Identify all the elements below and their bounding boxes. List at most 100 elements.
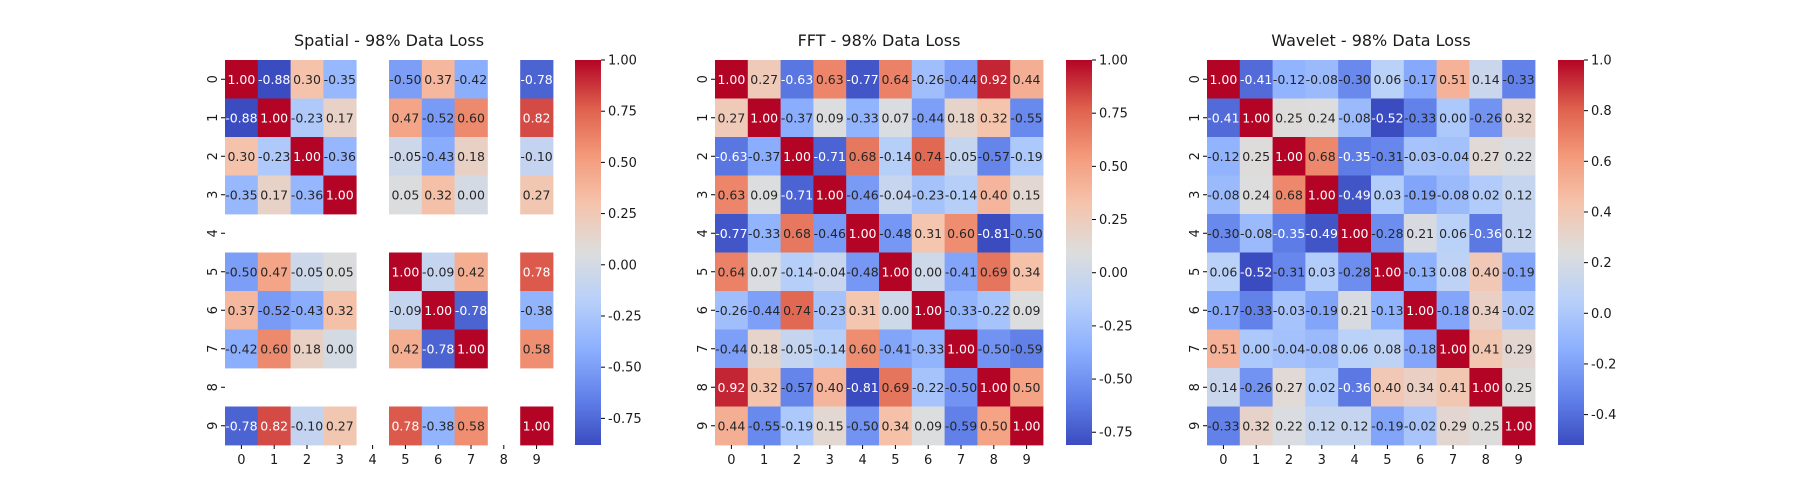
cell-label: -0.04 — [1437, 149, 1469, 164]
x-tick-label: 7 — [957, 453, 965, 468]
x-tick-label: 2 — [303, 453, 311, 468]
heatmap-cell — [1207, 214, 1241, 253]
cell-label: -0.18 — [1437, 303, 1469, 318]
heatmap-cell — [1207, 98, 1241, 138]
heatmap-cell — [257, 329, 291, 369]
cell-label: 1.00 — [1439, 341, 1467, 356]
cell-label: 0.29 — [1505, 341, 1533, 356]
heatmap-cell — [225, 175, 259, 215]
cell-label: 0.31 — [914, 226, 942, 241]
heatmap-cell — [846, 60, 880, 99]
heatmap-cell — [879, 60, 913, 99]
heatmap-cell — [747, 214, 781, 253]
heatmap-cell — [389, 329, 423, 369]
cell-label: 1.00 — [1308, 187, 1336, 202]
heatmap-cell — [846, 252, 880, 292]
heatmap-cell — [1305, 329, 1339, 369]
cell-label: 0.18 — [293, 341, 321, 356]
heatmap-cell — [225, 60, 259, 99]
x-tick-label: 4 — [1350, 453, 1358, 468]
heatmap-cell — [1371, 175, 1405, 215]
colorbar-tick-label: 0.4 — [1591, 205, 1612, 220]
heatmap-cell — [421, 291, 455, 330]
colorbar — [575, 60, 601, 445]
colorbar-tick-label: 1.00 — [1099, 54, 1128, 69]
heatmap-cell — [813, 291, 847, 330]
heatmap-cell — [1469, 214, 1503, 253]
cell-label: -0.44 — [715, 341, 747, 356]
cell-label: -0.14 — [814, 341, 846, 356]
heatmap-cell — [977, 175, 1011, 215]
heatmap-cell — [1371, 291, 1405, 330]
heatmap-cell — [421, 137, 455, 176]
heatmap-cell — [1207, 252, 1241, 292]
cell-label: -0.50 — [225, 264, 257, 279]
cell-label: 0.07 — [881, 110, 909, 125]
y-tick-label: 6 — [1188, 306, 1203, 314]
cell-label: -0.08 — [1207, 187, 1239, 202]
cell-label: 0.24 — [1308, 110, 1336, 125]
cell-label: -0.26 — [1470, 110, 1502, 125]
heatmap-cell — [1403, 252, 1437, 292]
cell-label: -0.05 — [291, 264, 323, 279]
heatmap-cell — [520, 291, 554, 330]
heatmap-cell — [1239, 137, 1273, 176]
cell-label: -0.08 — [1240, 226, 1272, 241]
cell-label: 0.08 — [1439, 264, 1467, 279]
cell-label: -0.78 — [225, 418, 257, 433]
heatmap-cell — [813, 175, 847, 215]
cell-label: 1.00 — [424, 303, 452, 318]
cell-label: -0.50 — [945, 380, 977, 395]
heatmap-cell — [1371, 98, 1405, 138]
heatmap-cell — [813, 60, 847, 99]
cell-label: -0.38 — [520, 303, 552, 318]
cell-label: 0.00 — [1439, 110, 1467, 125]
cell-label: 0.12 — [1308, 418, 1336, 433]
heatmap-cell — [323, 291, 357, 330]
heatmap-cell — [813, 98, 847, 138]
cell-label: -0.35 — [225, 187, 257, 202]
cell-label: 1.00 — [391, 264, 419, 279]
heatmap-cell — [454, 406, 488, 446]
cell-label: 0.82 — [260, 418, 288, 433]
heatmap-cell — [813, 368, 847, 407]
cell-label: 0.25 — [1275, 110, 1303, 125]
cell-label: 0.06 — [1209, 264, 1237, 279]
heatmap-cell — [1010, 175, 1044, 215]
heatmap-cell — [225, 137, 259, 176]
heatmap-cell — [813, 252, 847, 292]
cell-label: 0.06 — [1341, 341, 1369, 356]
heatmap-cell — [780, 214, 814, 253]
cell-label: -0.77 — [846, 72, 878, 87]
cell-label: 0.02 — [1472, 187, 1500, 202]
x-tick-label: 3 — [336, 453, 344, 468]
heatmap-cell — [323, 98, 357, 138]
heatmap-cell — [520, 137, 554, 176]
heatmap-cell — [290, 329, 324, 369]
heatmap-cell — [1502, 406, 1536, 446]
heatmap-cell — [944, 137, 978, 176]
heatmap-cell — [977, 214, 1011, 253]
heatmap-cell — [715, 175, 749, 215]
heatmap-cell — [1502, 175, 1536, 215]
heatmap-cell — [225, 291, 259, 330]
cell-label: 0.40 — [980, 187, 1008, 202]
cell-label: -0.08 — [1338, 110, 1370, 125]
heatmap-cell — [1502, 137, 1536, 176]
heatmap-cell — [846, 329, 880, 369]
cell-label: -0.10 — [520, 149, 552, 164]
x-tick-label: 8 — [1482, 453, 1490, 468]
heatmap-cell — [1338, 368, 1372, 407]
heatmap-cell — [1010, 252, 1044, 292]
cell-label: 1.00 — [293, 149, 321, 164]
x-tick-label: 1 — [1252, 453, 1260, 468]
cell-label: -0.52 — [258, 303, 290, 318]
x-tick-label: 7 — [467, 453, 475, 468]
cell-label: 0.82 — [523, 110, 551, 125]
cell-label: 0.51 — [1439, 72, 1467, 87]
cell-label: 0.08 — [1373, 341, 1401, 356]
heatmap-cell — [389, 60, 423, 99]
heatmap-cell — [257, 175, 291, 215]
heatmap-cell — [1403, 98, 1437, 138]
heatmap-cell — [290, 406, 324, 446]
